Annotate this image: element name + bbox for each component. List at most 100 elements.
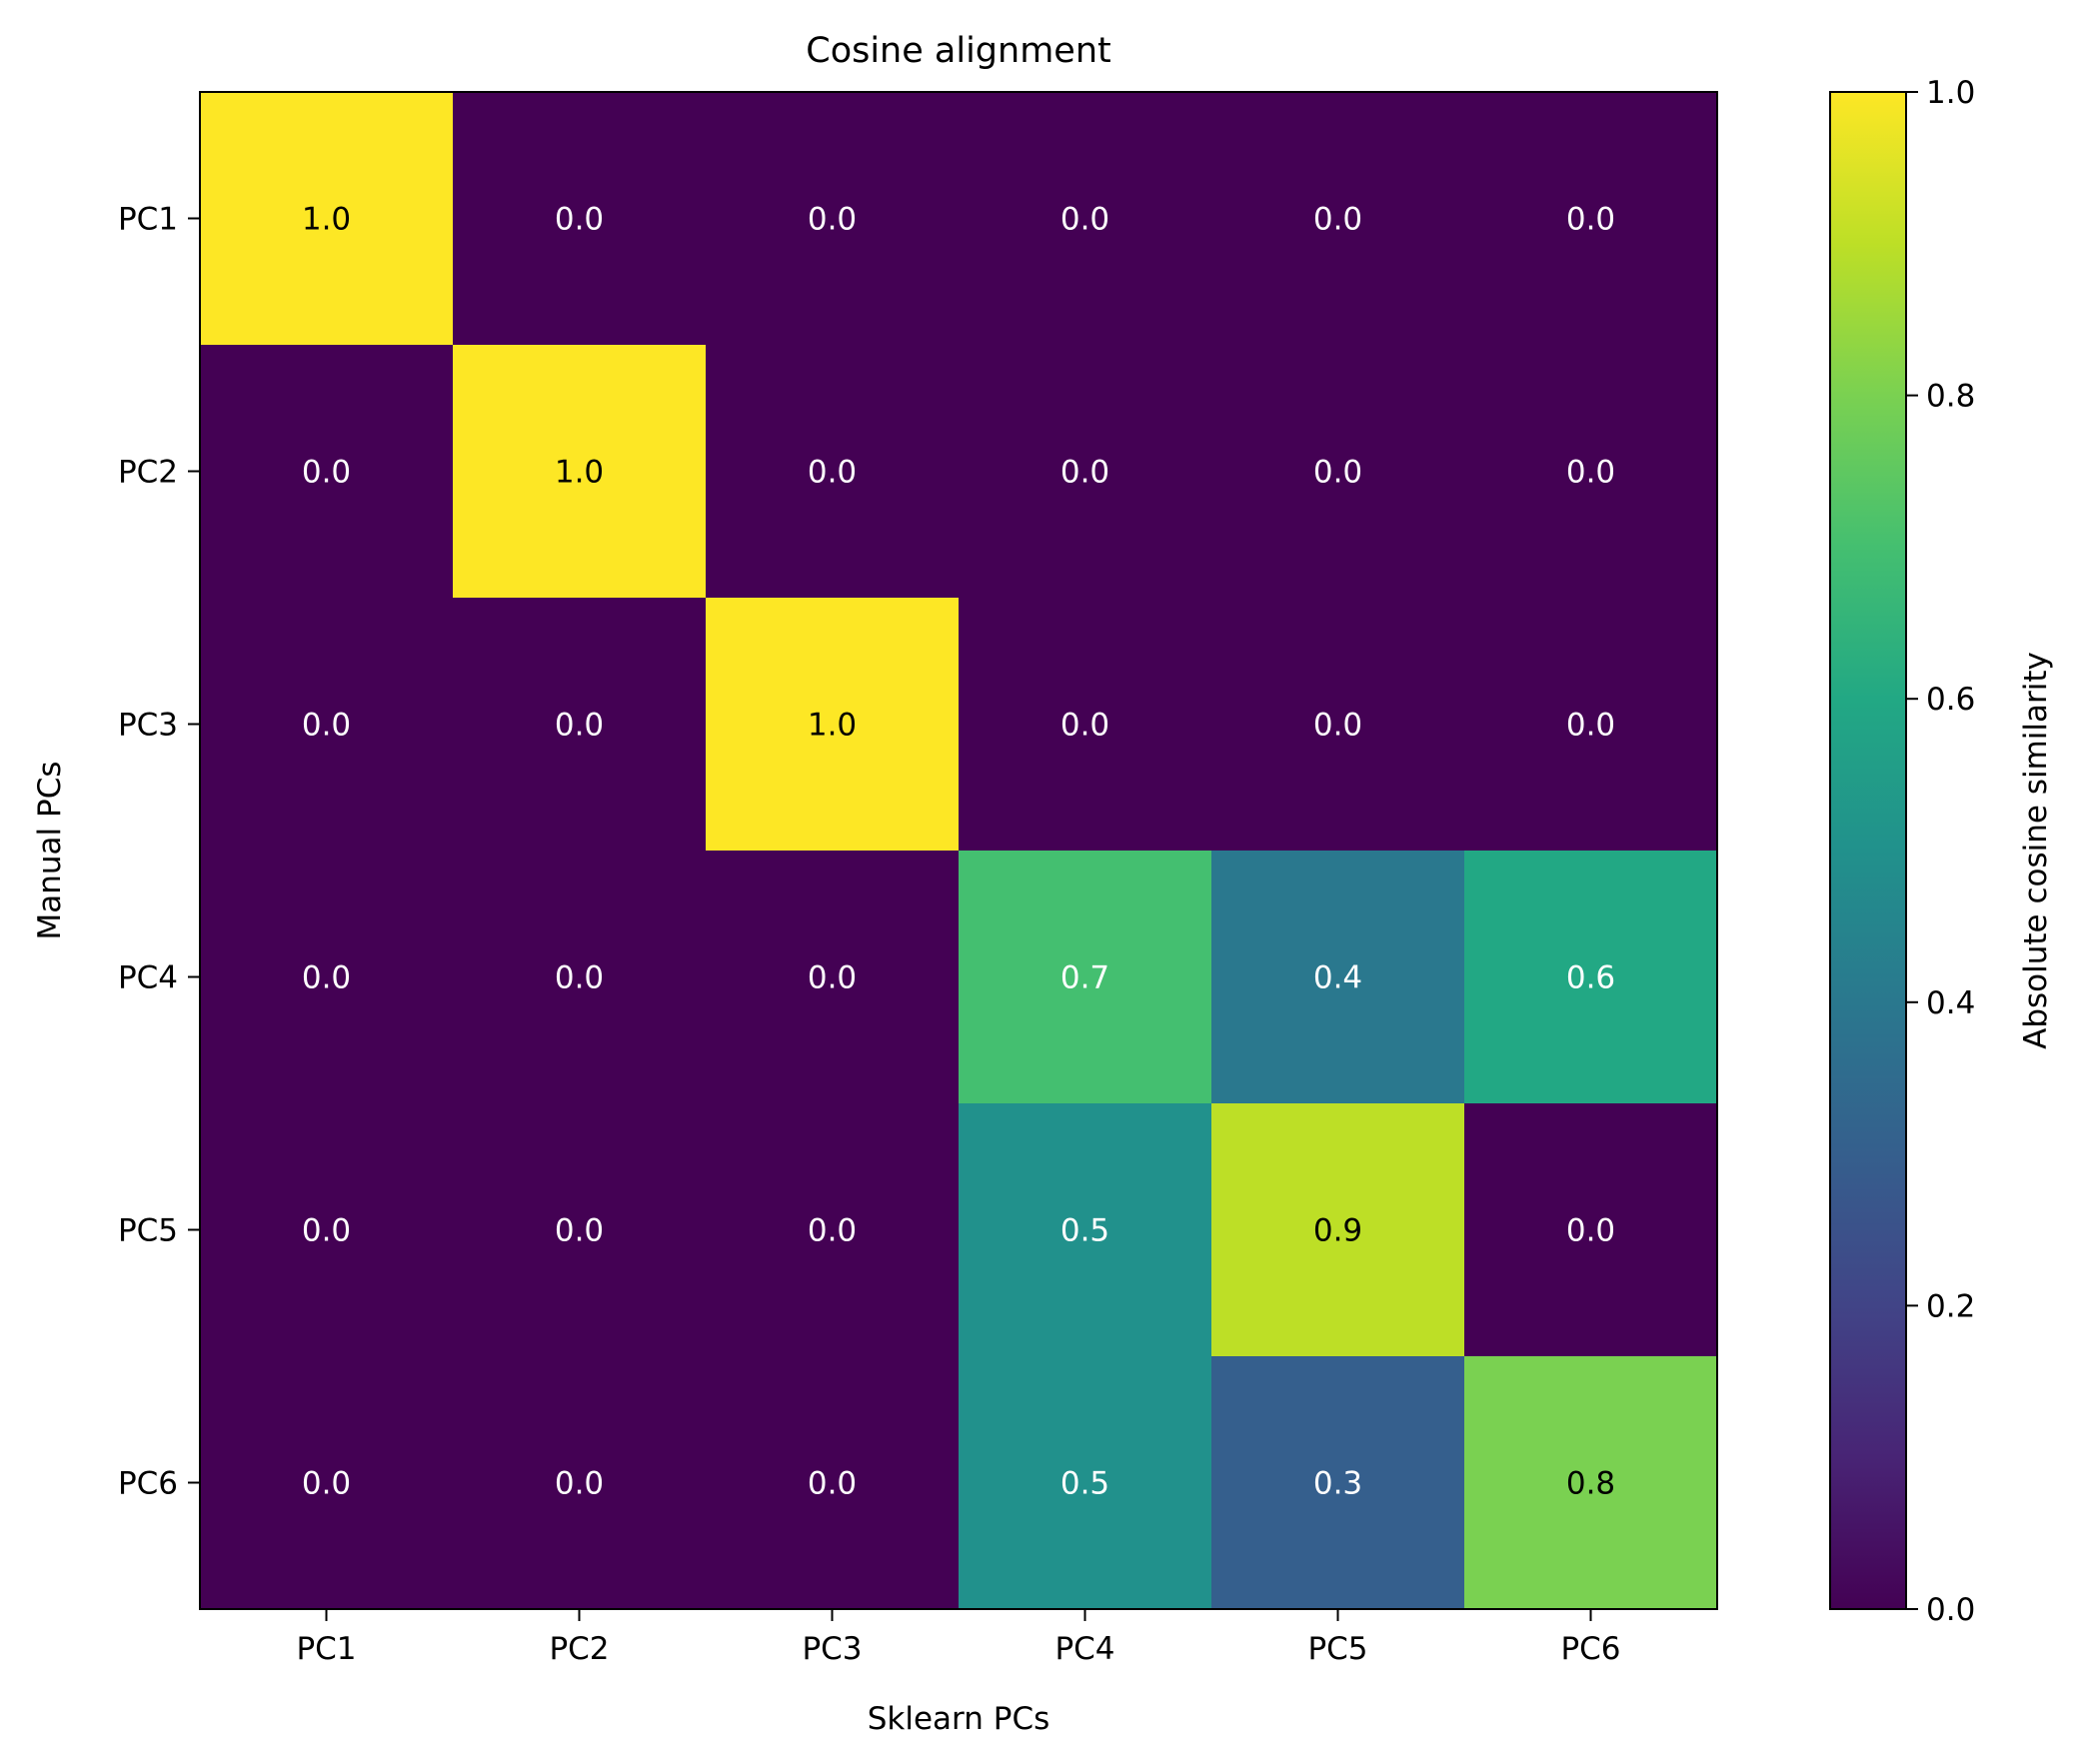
heatmap-cell [200, 851, 454, 1104]
heatmap-cell [959, 1103, 1212, 1357]
heatmap-cell-label: 0.0 [1313, 455, 1362, 491]
heatmap-cell-label: 0.9 [1313, 1213, 1362, 1249]
heatmap-cell [1464, 1103, 1718, 1357]
heatmap-cell-label: 0.4 [1313, 960, 1362, 996]
heatmap-cell [453, 1103, 707, 1357]
heatmap-cell-label: 0.8 [1566, 1466, 1615, 1502]
heatmap-cell [959, 345, 1212, 599]
heatmap-cell [959, 92, 1212, 346]
heatmap-cell-label: 0.0 [808, 1466, 857, 1502]
heatmap-cell-label: 0.5 [1060, 1213, 1109, 1249]
heatmap-cell [200, 1103, 454, 1357]
chart-title: Cosine alignment [806, 31, 1110, 71]
heatmap-cell [453, 345, 707, 599]
heatmap-cell-label: 0.0 [555, 1466, 604, 1502]
colorbar [1829, 91, 1907, 1610]
heatmap-cell [1211, 1103, 1465, 1357]
heatmap-cell-label: 0.0 [808, 1213, 857, 1249]
heatmap-cell [706, 1103, 960, 1357]
heatmap-cell [1211, 1356, 1465, 1610]
heatmap-cell [706, 1356, 960, 1610]
y-tick-label: PC6 [118, 1466, 178, 1502]
x-tick-label: PC2 [549, 1631, 609, 1667]
heatmap-cell-label: 0.0 [1060, 455, 1109, 491]
x-tick-label: PC6 [1560, 1631, 1620, 1667]
heatmap-cell-label: 0.6 [1566, 960, 1615, 996]
heatmap-cell-label: 0.0 [1060, 708, 1109, 744]
heatmap-cell-labels: 1.0 0.0 0.0 0.0 0.0 0.0 0.0 1.0 0.0 0.0 0.0 0.0 0.0 0… [302, 202, 1615, 1502]
heatmap-cell-label: 0.0 [555, 1213, 604, 1249]
y-axis: PC1 PC2 PC3 PC4 PC5 PC6 [118, 202, 200, 1502]
heatmap-cell [706, 598, 960, 852]
heatmap-cell-label: 1.0 [555, 455, 604, 491]
y-tick-label: PC4 [118, 960, 178, 996]
heatmap-cell [453, 92, 707, 346]
heatmap-cell [706, 345, 960, 599]
heatmap-cells [200, 92, 1718, 1610]
x-axis: PC1 PC2 PC3 PC4 PC5 PC6 [296, 1609, 1621, 1667]
heatmap-cell-label: 0.0 [1060, 202, 1109, 238]
colorbar-tick-label: 0.2 [1926, 1288, 1975, 1324]
colorbar-label: Absolute cosine similarity [2018, 652, 2054, 1049]
x-tick-label: PC5 [1307, 1631, 1367, 1667]
heatmap-cell [1464, 345, 1718, 599]
x-tick-label: PC1 [296, 1631, 356, 1667]
x-tick-label: PC3 [802, 1631, 862, 1667]
plot-frame [199, 91, 1718, 1610]
heatmap-cell [706, 851, 960, 1104]
heatmap-cell-label: 0.0 [808, 960, 857, 996]
heatmap-cell [200, 598, 454, 852]
heatmap-cell-label: 1.0 [808, 708, 857, 744]
heatmap-cell [1464, 92, 1718, 346]
y-tick-label: PC5 [118, 1213, 178, 1249]
heatmap-cell [453, 851, 707, 1104]
heatmap-cell-label: 0.0 [1566, 708, 1615, 744]
y-tick-label: PC1 [118, 202, 178, 238]
heatmap-cell-label: 0.0 [302, 708, 351, 744]
heatmap-cell-label: 0.0 [808, 455, 857, 491]
heatmap-cell-label: 0.7 [1060, 960, 1109, 996]
heatmap-cell [706, 92, 960, 346]
y-tick-label: PC3 [118, 708, 178, 744]
heatmap-cell [200, 92, 454, 346]
heatmap-cell-label: 0.0 [1313, 202, 1362, 238]
heatmap-cell-label: 0.0 [302, 455, 351, 491]
y-axis-label: Manual PCs [32, 762, 68, 940]
heatmap-cell [1211, 598, 1465, 852]
heatmap-cell [1464, 851, 1718, 1104]
heatmap-cell [1211, 92, 1465, 346]
heatmap-cell [1464, 1356, 1718, 1610]
heatmap-cell-label: 0.0 [302, 1466, 351, 1502]
heatmap-cell [1211, 851, 1465, 1104]
colorbar-tick-label: 0.6 [1926, 682, 1975, 718]
heatmap-cell-label: 0.0 [1566, 1213, 1615, 1249]
heatmap-cell-label: 0.0 [1566, 202, 1615, 238]
heatmap-cell [959, 851, 1212, 1104]
heatmap-cell [1211, 345, 1465, 599]
heatmap-cell-label: 0.0 [302, 1213, 351, 1249]
heatmap-cell-label: 0.0 [1566, 455, 1615, 491]
heatmap-cell [959, 1356, 1212, 1610]
colorbar-tick-label: 0.4 [1926, 985, 1975, 1021]
colorbar-ticks: 0.0 0.2 0.4 0.6 0.8 1.0 [1906, 75, 1975, 1628]
heatmap-cell-label: 0.3 [1313, 1466, 1362, 1502]
heatmap-cell-label: 0.0 [302, 960, 351, 996]
heatmap-cell-label: 1.0 [302, 202, 351, 238]
colorbar-tick-label: 1.0 [1926, 75, 1975, 111]
heatmap-cell [453, 598, 707, 852]
heatmap-cell [200, 1356, 454, 1610]
heatmap-cell-label: 0.0 [808, 202, 857, 238]
heatmap-cell [1464, 598, 1718, 852]
x-tick-label: PC4 [1054, 1631, 1114, 1667]
x-axis-label: Sklearn PCs [868, 1701, 1050, 1737]
heatmap-cell-label: 0.0 [1313, 708, 1362, 744]
heatmap-cell [200, 345, 454, 599]
heatmap-cell-label: 0.5 [1060, 1466, 1109, 1502]
heatmap-cell [453, 1356, 707, 1610]
heatmap-cell-label: 0.0 [555, 960, 604, 996]
heatmap-cell-label: 0.0 [555, 202, 604, 238]
heatmap-cell [959, 598, 1212, 852]
colorbar-tick-label: 0.0 [1926, 1592, 1975, 1628]
heatmap-cell-label: 0.0 [555, 708, 604, 744]
